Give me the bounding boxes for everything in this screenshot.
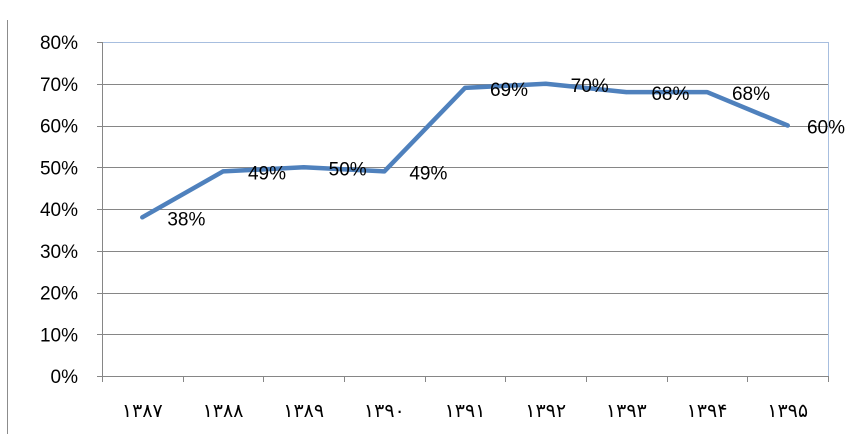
data-labels: 38% 49% 50% 49% 69% 70% 68% 68% 60% xyxy=(167,76,845,231)
x-tick-label: ۱۳۸۹ xyxy=(283,400,324,422)
y-tick-label: 20% xyxy=(40,284,78,305)
x-tick-label: ۱۳۹۵ xyxy=(767,400,808,422)
x-tick-label: ۱۳۸۷ xyxy=(122,400,163,422)
data-label: 68% xyxy=(651,84,689,105)
data-point xyxy=(301,165,306,170)
data-point xyxy=(221,169,225,174)
data-label: 70% xyxy=(571,76,609,97)
x-tick-label: ۱۳۹۲ xyxy=(525,400,566,422)
data-point xyxy=(463,85,467,90)
data-label: 49% xyxy=(409,163,447,184)
data-point xyxy=(382,169,387,174)
x-tick-label: ۱۳۹۰ xyxy=(364,400,405,422)
y-tick-label: 10% xyxy=(40,325,78,346)
y-axis-tick-labels: 0% 10% 20% 30% 40% 50% 60% 70% 80% xyxy=(40,33,78,388)
series-line xyxy=(140,81,790,220)
data-label: 69% xyxy=(490,80,528,101)
data-point xyxy=(785,123,790,128)
data-label: 68% xyxy=(732,84,770,105)
y-tick-label: 40% xyxy=(40,200,78,221)
data-point xyxy=(705,90,709,95)
x-tick-label: ۱۳۸۸ xyxy=(203,400,244,422)
data-point xyxy=(624,90,629,95)
data-point xyxy=(543,81,548,86)
data-label: 38% xyxy=(167,209,205,230)
axes xyxy=(97,42,829,382)
x-tick-label: ۱۳۹۱ xyxy=(445,400,486,422)
y-tick-label: 50% xyxy=(40,158,78,179)
y-tick-label: 70% xyxy=(40,75,78,96)
x-axis-tick-labels: ۱۳۸۷ ۱۳۸۸ ۱۳۸۹ ۱۳۹۰ ۱۳۹۱ ۱۳۹۲ ۱۳۹۳ ۱۳۹۴ ۱۳۹۵ xyxy=(122,400,808,422)
y-tick-label: 0% xyxy=(51,367,79,388)
y-tick-label: 30% xyxy=(40,242,78,263)
data-label: 50% xyxy=(329,159,367,180)
x-tick-label: ۱۳۹۴ xyxy=(687,400,728,422)
y-tick-label: 80% xyxy=(40,33,78,54)
series xyxy=(140,81,790,220)
data-label: 49% xyxy=(248,163,286,184)
data-label: 60% xyxy=(807,118,845,139)
x-tick-label: ۱۳۹۳ xyxy=(606,400,647,422)
data-point xyxy=(140,215,145,220)
y-tick-label: 60% xyxy=(40,117,78,138)
